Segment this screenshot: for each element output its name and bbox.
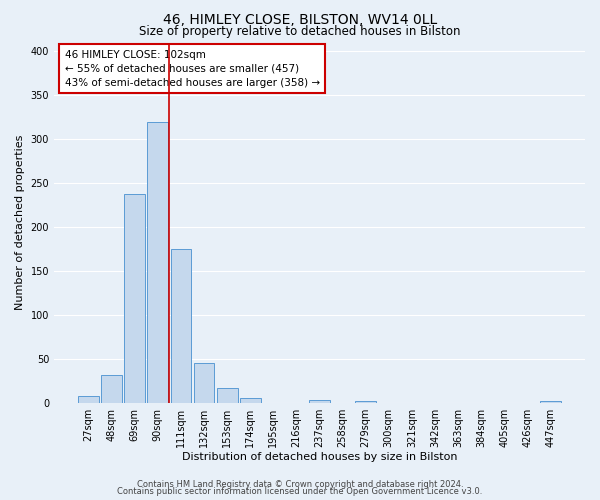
Text: Contains HM Land Registry data © Crown copyright and database right 2024.: Contains HM Land Registry data © Crown c… — [137, 480, 463, 489]
X-axis label: Distribution of detached houses by size in Bilston: Distribution of detached houses by size … — [182, 452, 457, 462]
Bar — [355, 401, 376, 402]
Text: Size of property relative to detached houses in Bilston: Size of property relative to detached ho… — [139, 25, 461, 38]
Bar — [170, 249, 191, 402]
Text: 46 HIMLEY CLOSE: 102sqm
← 55% of detached houses are smaller (457)
43% of semi-d: 46 HIMLEY CLOSE: 102sqm ← 55% of detache… — [65, 50, 320, 88]
Text: Contains public sector information licensed under the Open Government Licence v3: Contains public sector information licen… — [118, 487, 482, 496]
Text: 46, HIMLEY CLOSE, BILSTON, WV14 0LL: 46, HIMLEY CLOSE, BILSTON, WV14 0LL — [163, 12, 437, 26]
Bar — [78, 396, 99, 402]
Bar — [124, 194, 145, 402]
Bar — [148, 122, 168, 402]
Bar — [240, 398, 260, 402]
Bar — [217, 388, 238, 402]
Bar — [101, 374, 122, 402]
Y-axis label: Number of detached properties: Number of detached properties — [15, 135, 25, 310]
Bar — [540, 401, 561, 402]
Bar — [194, 363, 214, 403]
Bar — [309, 400, 330, 402]
